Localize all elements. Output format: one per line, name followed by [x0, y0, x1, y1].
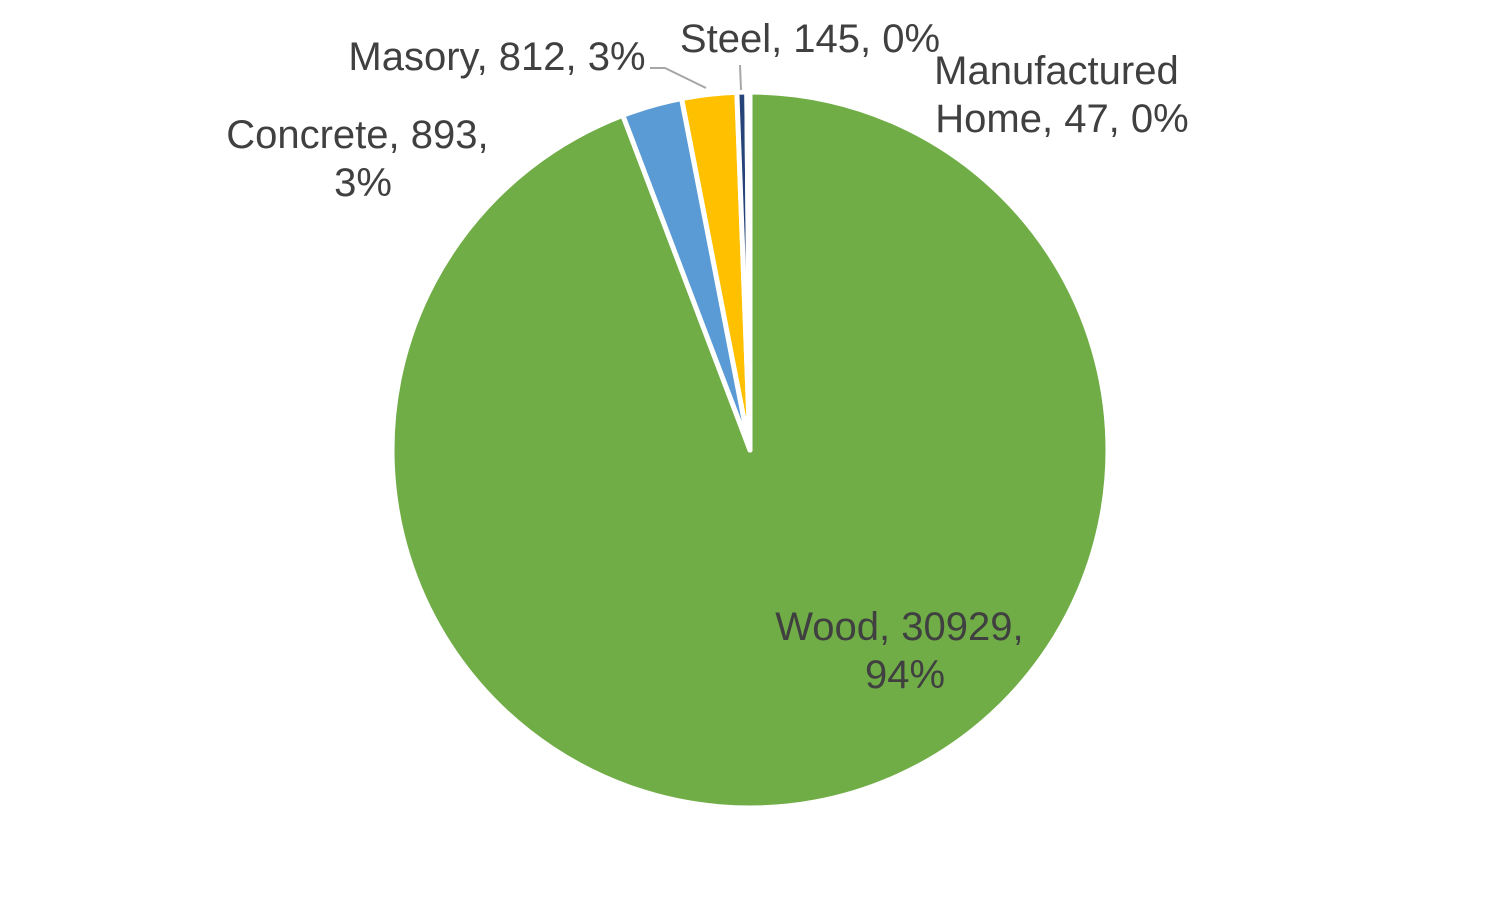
pie-slice-manufactured-home: [744, 89, 753, 453]
data-label-masory: Masory, 812, 3%: [348, 35, 645, 79]
leader-line-steel: [739, 64, 742, 91]
data-label-manufactured-home: Manufactured Home, 47, 0%: [934, 49, 1190, 141]
data-labels: Wood, 30929, 94% Concrete, 893, 3% Masor…: [226, 17, 1190, 697]
data-label-concrete: Concrete, 893, 3%: [226, 113, 500, 205]
pie-slices: [389, 89, 1111, 811]
leader-line-masory: [650, 67, 707, 89]
data-label-steel: Steel, 145, 0%: [680, 17, 940, 61]
data-label-wood: Wood, 30929, 94%: [775, 605, 1034, 697]
leader-lines: [650, 64, 742, 91]
